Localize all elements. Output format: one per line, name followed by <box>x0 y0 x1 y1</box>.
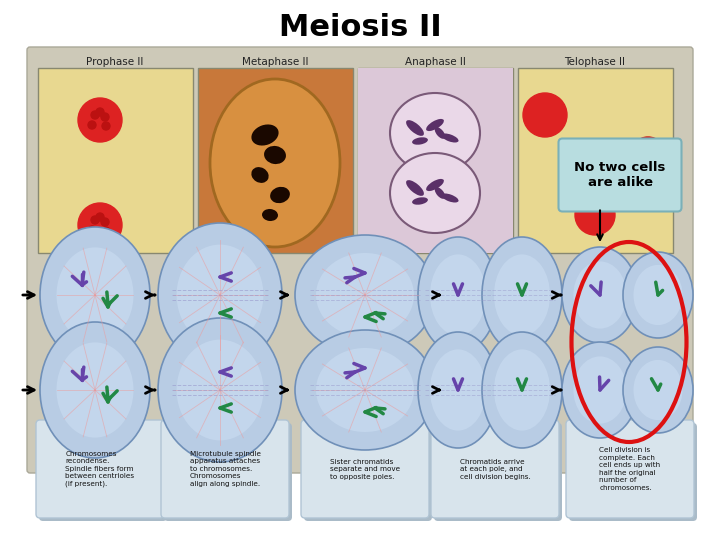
Ellipse shape <box>295 330 435 450</box>
Circle shape <box>91 111 99 119</box>
Circle shape <box>91 216 99 224</box>
FancyBboxPatch shape <box>27 47 693 473</box>
FancyBboxPatch shape <box>569 423 697 521</box>
Ellipse shape <box>634 265 683 325</box>
Ellipse shape <box>406 120 424 136</box>
Circle shape <box>96 213 104 221</box>
Ellipse shape <box>412 137 428 145</box>
Text: Prophase II: Prophase II <box>86 57 144 67</box>
Ellipse shape <box>623 347 693 433</box>
Circle shape <box>78 98 122 142</box>
Ellipse shape <box>390 93 480 173</box>
FancyBboxPatch shape <box>161 420 289 518</box>
Ellipse shape <box>441 193 459 202</box>
Ellipse shape <box>316 253 414 337</box>
Bar <box>38 68 193 253</box>
FancyBboxPatch shape <box>39 423 167 521</box>
Ellipse shape <box>435 187 445 199</box>
Text: Telophase II: Telophase II <box>564 57 626 67</box>
Ellipse shape <box>426 179 444 191</box>
Ellipse shape <box>56 342 133 437</box>
FancyBboxPatch shape <box>566 420 694 518</box>
Ellipse shape <box>494 254 550 335</box>
FancyBboxPatch shape <box>301 420 429 518</box>
Text: No two cells
are alike: No two cells are alike <box>575 161 666 189</box>
Ellipse shape <box>418 332 498 448</box>
Ellipse shape <box>418 237 498 353</box>
Circle shape <box>102 122 110 130</box>
Ellipse shape <box>316 348 414 432</box>
Ellipse shape <box>56 247 133 342</box>
Ellipse shape <box>40 227 150 363</box>
Bar <box>358 68 513 253</box>
FancyBboxPatch shape <box>164 423 292 521</box>
Text: Sister chromatids
separate and move
to opposite poles.: Sister chromatids separate and move to o… <box>330 458 400 480</box>
Ellipse shape <box>482 237 562 353</box>
Circle shape <box>575 195 615 235</box>
Circle shape <box>101 218 109 226</box>
Ellipse shape <box>251 167 269 183</box>
Text: Microtubule spindle
apparatus attaches
to chromosomes.
Chromosomes
align along s: Microtubule spindle apparatus attaches t… <box>189 451 261 487</box>
Ellipse shape <box>158 318 282 462</box>
Ellipse shape <box>573 261 626 329</box>
Text: Chromatids arrive
at each pole, and
cell division begins.: Chromatids arrive at each pole, and cell… <box>459 458 531 480</box>
Circle shape <box>523 93 567 137</box>
Text: Metaphase II: Metaphase II <box>242 57 308 67</box>
Ellipse shape <box>295 235 435 355</box>
Text: Meiosis II: Meiosis II <box>279 14 441 43</box>
Ellipse shape <box>623 252 693 338</box>
Ellipse shape <box>430 349 486 430</box>
Text: Chromosomes
recondense.
Spindle fibers form
between centrioles
(if present).: Chromosomes recondense. Spindle fibers f… <box>66 451 135 487</box>
Ellipse shape <box>176 340 264 441</box>
Circle shape <box>78 203 122 247</box>
Circle shape <box>630 137 666 173</box>
Circle shape <box>102 227 110 235</box>
Ellipse shape <box>210 79 340 247</box>
Ellipse shape <box>430 254 486 335</box>
Circle shape <box>88 226 96 234</box>
Ellipse shape <box>251 124 279 146</box>
Circle shape <box>101 113 109 121</box>
Ellipse shape <box>158 223 282 367</box>
FancyBboxPatch shape <box>431 420 559 518</box>
Bar <box>198 68 353 253</box>
Ellipse shape <box>562 247 638 343</box>
Ellipse shape <box>634 360 683 420</box>
Ellipse shape <box>270 187 290 203</box>
Ellipse shape <box>482 332 562 448</box>
Ellipse shape <box>390 153 480 233</box>
Circle shape <box>88 121 96 129</box>
Text: Anaphase II: Anaphase II <box>405 57 465 67</box>
FancyBboxPatch shape <box>559 138 682 212</box>
Ellipse shape <box>441 133 459 143</box>
Circle shape <box>96 108 104 116</box>
Ellipse shape <box>412 197 428 205</box>
Ellipse shape <box>426 119 444 131</box>
Bar <box>358 68 513 253</box>
Ellipse shape <box>573 356 626 423</box>
FancyBboxPatch shape <box>304 423 432 521</box>
Text: Cell division is
complete. Each
cell ends up with
half the original
number of
ch: Cell division is complete. Each cell end… <box>600 447 660 491</box>
Ellipse shape <box>406 180 424 196</box>
FancyBboxPatch shape <box>434 423 562 521</box>
Ellipse shape <box>176 245 264 346</box>
Ellipse shape <box>494 349 550 430</box>
Ellipse shape <box>435 127 445 139</box>
Ellipse shape <box>264 146 286 164</box>
Ellipse shape <box>262 209 278 221</box>
Bar <box>518 68 673 253</box>
Ellipse shape <box>562 342 638 438</box>
FancyBboxPatch shape <box>36 420 164 518</box>
Ellipse shape <box>40 322 150 458</box>
